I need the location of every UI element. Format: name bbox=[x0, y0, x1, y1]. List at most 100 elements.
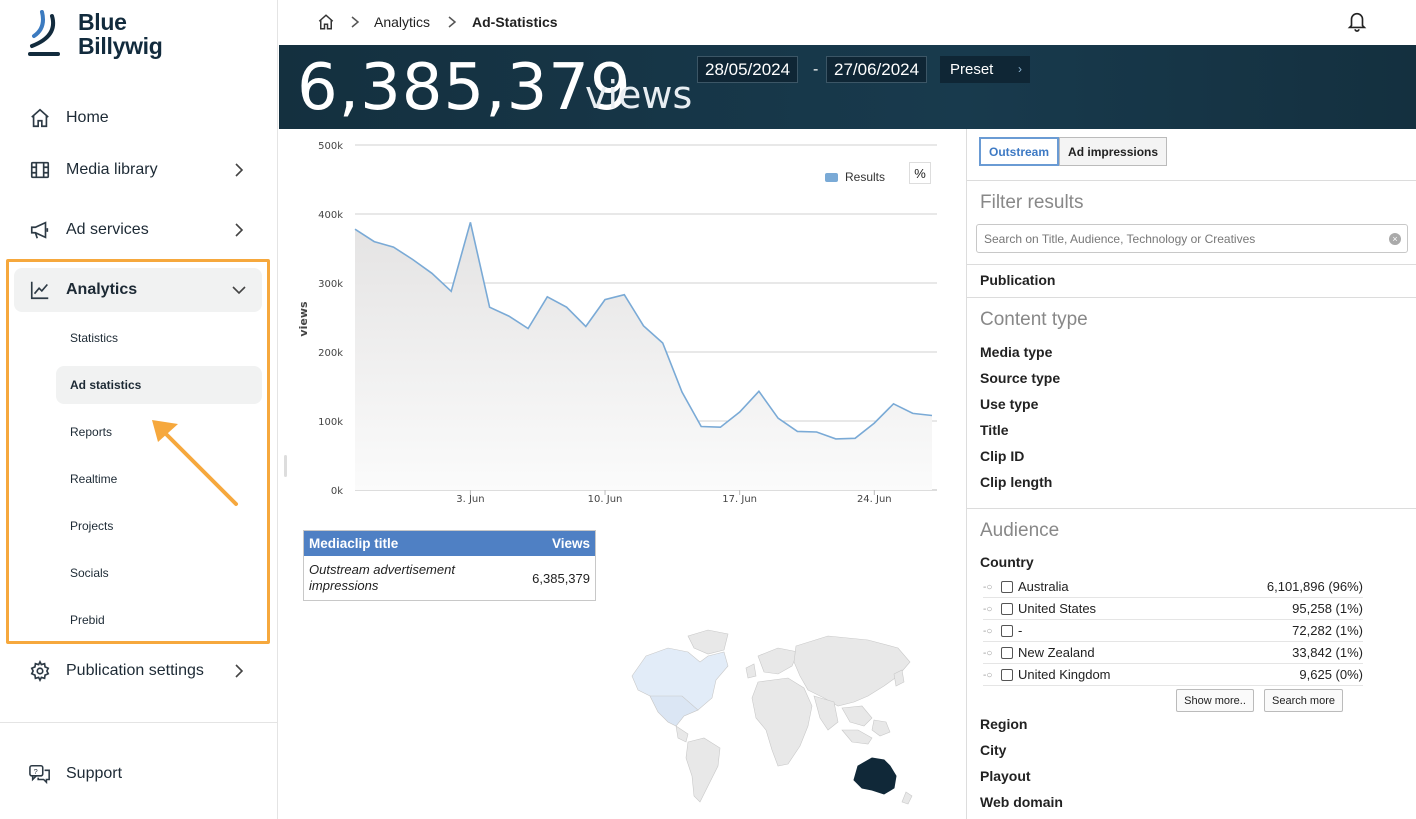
country-value: 95,258 (1%) bbox=[1292, 601, 1363, 616]
search-more-button[interactable]: Search more bbox=[1264, 689, 1343, 712]
country-name: New Zealand bbox=[1018, 645, 1095, 660]
sidebar-item-media-library[interactable]: Media library bbox=[14, 148, 262, 192]
top-bar: Analytics Ad-Statistics bbox=[279, 0, 1416, 45]
country-row[interactable]: -○ United States 95,258 (1%) bbox=[983, 598, 1363, 620]
percent-toggle-button[interactable]: % bbox=[909, 162, 931, 184]
checkbox[interactable] bbox=[1001, 646, 1013, 659]
chevron-right-icon bbox=[235, 163, 244, 177]
sidebar-subitem-prebid[interactable]: Prebid bbox=[70, 613, 105, 627]
sidebar-subitem-reports[interactable]: Reports bbox=[70, 425, 113, 439]
stats-banner: 6,385,379 views 28/05/2024 - 27/06/2024 … bbox=[279, 45, 1416, 129]
panel-divider bbox=[967, 180, 1416, 181]
tab-ad-impressions[interactable]: Ad impressions bbox=[1059, 137, 1168, 166]
filter-source-type[interactable]: Source type bbox=[980, 370, 1061, 386]
tab-outstream[interactable]: Outstream bbox=[979, 137, 1060, 166]
filter-web-domain[interactable]: Web domain bbox=[980, 794, 1063, 810]
country-row[interactable]: -○ United Kingdom 9,625 (0%) bbox=[983, 664, 1363, 686]
map-region-australia[interactable] bbox=[853, 757, 897, 795]
search-placeholder: Search on Title, Audience, Technology or… bbox=[984, 231, 1256, 246]
pin-icon[interactable]: -○ bbox=[983, 647, 993, 659]
sidebar-item-label: Publication settings bbox=[66, 662, 204, 679]
chart-y-tick-label: 300k bbox=[318, 279, 343, 290]
chart-x-tick-label: 10. Jun bbox=[588, 494, 623, 505]
chart-legend[interactable]: Results bbox=[825, 170, 885, 184]
logo-text: Blue Billywig bbox=[78, 10, 163, 58]
checkbox[interactable] bbox=[1001, 624, 1013, 637]
logo-line-1: Blue bbox=[78, 9, 127, 35]
chart-x-tick-label: 24. Jun bbox=[857, 494, 892, 505]
row-title: Outstream advertisement impressions bbox=[309, 562, 455, 593]
table-header: Mediaclip title Views bbox=[304, 531, 595, 556]
legend-label: Results bbox=[845, 170, 886, 184]
checkbox[interactable] bbox=[1001, 580, 1013, 593]
show-more-button[interactable]: Show more.. bbox=[1176, 689, 1254, 712]
views-chart: 0k 100k 200k 300k 400k 500k 3. Jun 10. Jun 17. … bbox=[279, 129, 964, 519]
country-row[interactable]: -○ New Zealand 33,842 (1%) bbox=[983, 642, 1363, 664]
checkbox[interactable] bbox=[1001, 602, 1013, 615]
date-from-input[interactable]: 28/05/2024 bbox=[697, 56, 799, 83]
sidebar-item-home[interactable]: Home bbox=[14, 96, 262, 140]
chevron-down-icon bbox=[232, 286, 246, 295]
views-chart-svg: 0k 100k 200k 300k 400k 500k 3. Jun 10. Jun 17. … bbox=[297, 141, 937, 505]
chart-y-tick-label: 200k bbox=[318, 348, 343, 359]
table-row[interactable]: Outstream advertisement impressions 6,38… bbox=[304, 556, 595, 600]
chart-x-tick-label: 3. Jun bbox=[456, 494, 484, 505]
column-header-views[interactable]: Views bbox=[551, 536, 590, 551]
filter-playout[interactable]: Playout bbox=[980, 768, 1031, 784]
checkbox[interactable] bbox=[1001, 668, 1013, 681]
country-name: Australia bbox=[1018, 579, 1069, 594]
chart-area bbox=[355, 222, 932, 491]
pin-icon[interactable]: -○ bbox=[983, 581, 993, 593]
sidebar-item-label: Home bbox=[66, 109, 109, 126]
megaphone-icon bbox=[28, 218, 52, 242]
film-icon bbox=[28, 158, 52, 182]
filter-clip-id[interactable]: Clip ID bbox=[980, 448, 1025, 464]
sidebar-item-ad-services[interactable]: Ad services bbox=[14, 208, 262, 252]
filter-title[interactable]: Title bbox=[980, 422, 1009, 438]
sidebar-subitem-realtime[interactable]: Realtime bbox=[70, 472, 118, 486]
pin-icon[interactable]: -○ bbox=[983, 603, 993, 615]
sidebar-subitem-projects[interactable]: Projects bbox=[70, 519, 114, 533]
filter-publication[interactable]: Publication bbox=[980, 272, 1056, 288]
bell-icon[interactable] bbox=[1346, 10, 1368, 32]
breadcrumb-analytics[interactable]: Analytics bbox=[374, 14, 431, 30]
tab-bar: Outstream Ad impressions bbox=[979, 137, 1168, 166]
search-input[interactable]: Search on Title, Audience, Technology or… bbox=[976, 224, 1408, 253]
filter-media-type[interactable]: Media type bbox=[980, 344, 1053, 360]
sidebar-item-publication-settings[interactable]: Publication settings bbox=[14, 649, 262, 693]
chevron-right-icon bbox=[448, 16, 457, 28]
chart-line-icon bbox=[28, 278, 52, 302]
country-row[interactable]: -○ Australia 6,101,896 (96%) bbox=[983, 576, 1363, 598]
sidebar-item-analytics[interactable]: Analytics bbox=[14, 268, 262, 312]
chart-series-line bbox=[354, 222, 933, 440]
home-icon[interactable] bbox=[317, 13, 335, 31]
panel-splitter-handle[interactable] bbox=[284, 455, 287, 477]
filter-country[interactable]: Country bbox=[980, 554, 1034, 570]
filter-region[interactable]: Region bbox=[980, 716, 1028, 732]
world-map[interactable] bbox=[628, 626, 918, 806]
filter-city[interactable]: City bbox=[980, 742, 1007, 758]
country-name: United States bbox=[1018, 601, 1097, 616]
sidebar-item-label: Media library bbox=[66, 161, 158, 178]
sidebar-subitem-socials[interactable]: Socials bbox=[70, 566, 109, 580]
legend-swatch bbox=[825, 172, 838, 182]
pin-icon[interactable]: -○ bbox=[983, 625, 993, 637]
home-icon bbox=[28, 106, 52, 130]
sidebar-subitem-ad-statistics[interactable]: Ad statistics bbox=[56, 366, 262, 404]
country-row[interactable]: -○ - 72,282 (1%) bbox=[983, 620, 1363, 642]
filter-clip-length[interactable]: Clip length bbox=[980, 474, 1053, 490]
sidebar-item-support[interactable]: ? Support bbox=[14, 752, 262, 796]
panel-divider bbox=[967, 264, 1416, 265]
total-views-unit: views bbox=[585, 73, 693, 117]
panel-divider bbox=[967, 297, 1416, 298]
country-name: United Kingdom bbox=[1018, 667, 1111, 682]
svg-text:?: ? bbox=[34, 767, 38, 776]
sidebar-subitem-statistics[interactable]: Statistics bbox=[70, 331, 119, 345]
column-header-title[interactable]: Mediaclip title bbox=[309, 536, 399, 551]
clear-icon[interactable]: × bbox=[1389, 233, 1401, 245]
date-to-input[interactable]: 27/06/2024 bbox=[826, 56, 928, 83]
logo[interactable]: Blue Billywig bbox=[28, 10, 163, 62]
pin-icon[interactable]: -○ bbox=[983, 669, 993, 681]
preset-button[interactable]: Preset › bbox=[940, 56, 1030, 83]
filter-use-type[interactable]: Use type bbox=[980, 396, 1039, 412]
